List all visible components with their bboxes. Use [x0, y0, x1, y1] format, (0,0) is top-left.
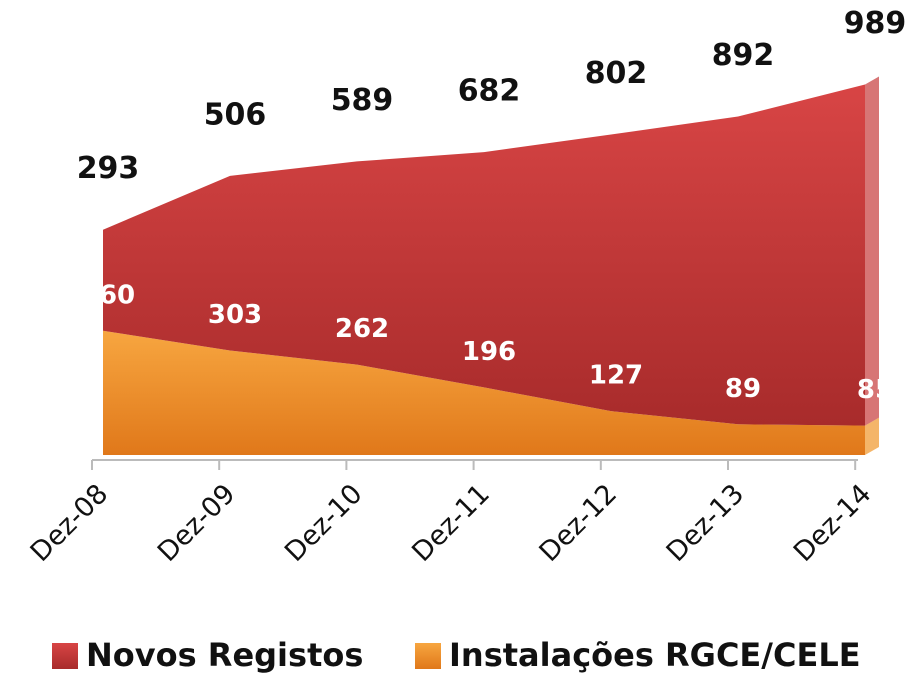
area [103, 330, 865, 455]
legend-label: Instalações RGCE/CELE [449, 636, 861, 674]
area [103, 84, 865, 426]
data-label: 303 [208, 300, 262, 330]
data-label: 293 [77, 151, 140, 186]
legend-label: Novos Registos [86, 636, 363, 674]
data-label: 802 [585, 56, 648, 91]
legend-swatch [52, 643, 78, 669]
data-label: 682 [458, 74, 521, 109]
x-tick-label: Dez-09 [152, 478, 242, 568]
x-tick-label: Dez-11 [406, 478, 496, 568]
x-tick-label: Dez-14 [788, 478, 878, 568]
data-label: 127 [589, 361, 643, 391]
data-label: 506 [204, 97, 267, 132]
area-side [865, 417, 879, 455]
data-label: 892 [712, 38, 775, 73]
area-side [865, 76, 879, 426]
x-tick-label: Dez-08 [25, 478, 115, 568]
legend-swatch [415, 643, 441, 669]
x-tick-label: Dez-10 [279, 478, 369, 568]
x-tick-label: Dez-13 [661, 478, 751, 568]
data-label: 196 [462, 337, 516, 367]
data-label: 262 [335, 314, 389, 344]
data-label: 360 [81, 280, 135, 310]
data-label: 989 [844, 6, 907, 41]
data-label: 589 [331, 83, 394, 118]
data-label: 89 [725, 374, 761, 404]
x-tick-label: Dez-12 [533, 478, 623, 568]
data-label: 85 [857, 375, 893, 405]
